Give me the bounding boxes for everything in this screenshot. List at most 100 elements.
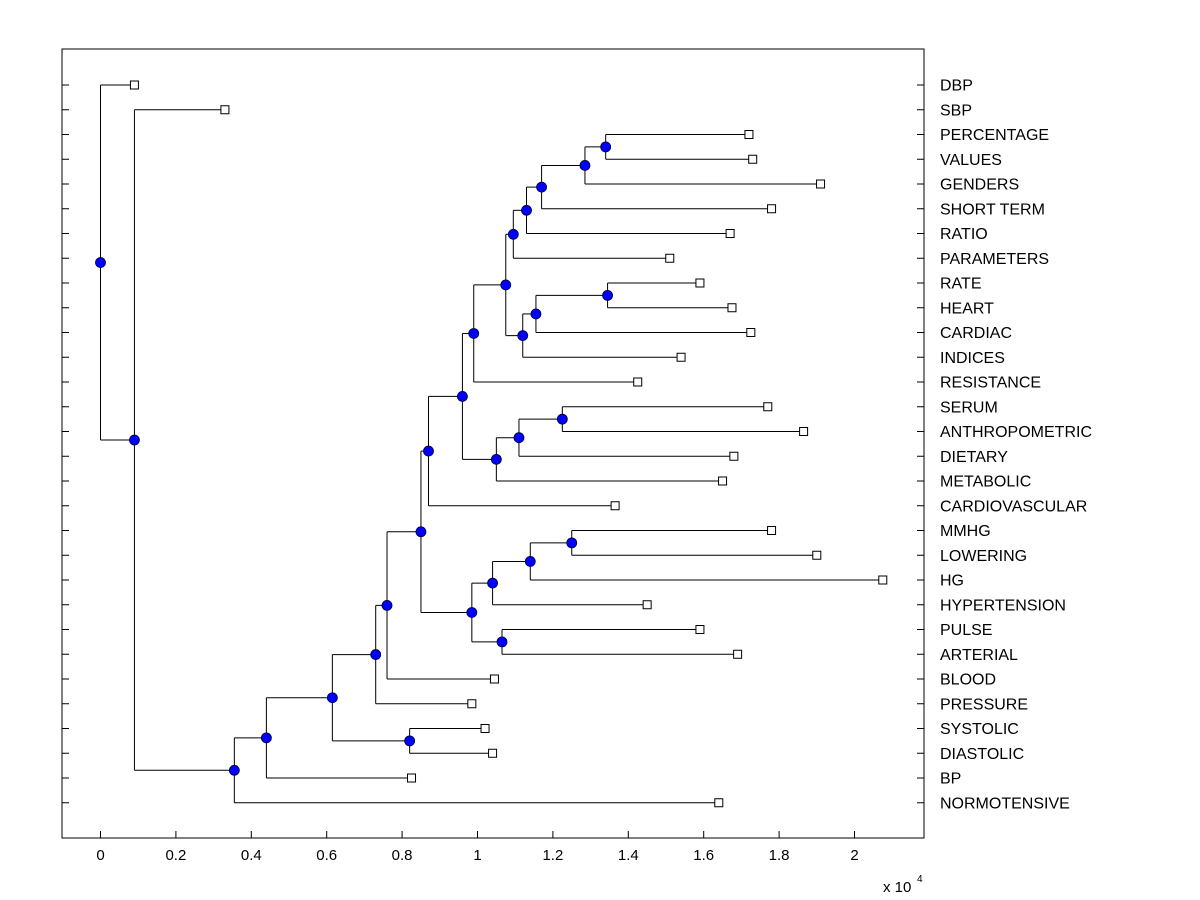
leaf-label: PERCENTAGE — [940, 127, 1049, 144]
leaf-label: HEART — [940, 300, 994, 317]
x-exponent-power: 4 — [917, 874, 923, 885]
leaf-label: HG — [940, 573, 964, 590]
cluster-node-marker — [381, 599, 393, 611]
leaf-marker — [695, 278, 705, 288]
leaf-marker — [489, 674, 499, 684]
cluster-node-marker — [487, 577, 498, 589]
cluster-node-marker — [600, 141, 612, 153]
leaf-marker — [642, 600, 652, 610]
leaf-label: PRESSURE — [940, 696, 1028, 713]
leaf-label: RATE — [940, 276, 981, 293]
x-tick-label: 0.8 — [392, 847, 413, 864]
cluster-node-marker — [536, 181, 547, 193]
leaf-label: INDICES — [940, 350, 1005, 367]
leaf-marker — [729, 451, 739, 461]
leaf-marker — [878, 575, 888, 585]
leaf-marker — [488, 748, 498, 758]
leaf-marker — [733, 649, 743, 659]
x-tick-label: 1.6 — [693, 847, 714, 864]
plot-frame — [61, 48, 925, 839]
leaf-marker — [220, 105, 230, 115]
x-tick-label: 0.6 — [316, 847, 337, 864]
leaf-marker — [767, 204, 777, 214]
leaf-label: SHORT TERM — [940, 201, 1045, 218]
leaf-marker — [129, 80, 139, 90]
cluster-node-marker — [507, 228, 519, 240]
cluster-node-marker — [517, 330, 529, 341]
leaf-marker — [727, 303, 737, 313]
leaf-marker — [610, 501, 620, 511]
leaf-label: HYPERTENSION — [940, 597, 1066, 614]
cluster-node-marker — [468, 328, 480, 339]
cluster-node-marker — [500, 279, 512, 291]
axis-ticks — [62, 84, 924, 838]
cluster-node-marker — [530, 308, 542, 320]
cluster-node-marker — [370, 649, 382, 660]
leaf-label: CARDIAC — [940, 325, 1012, 342]
cluster-node-marker — [556, 413, 568, 425]
leaf-marker — [799, 427, 809, 436]
x-exponent-label: x 10 — [883, 879, 911, 896]
cluster-node-marker — [457, 391, 468, 402]
leaf-label: ARTERIAL — [940, 647, 1018, 664]
leaf-marker — [725, 229, 735, 238]
leaf-marker — [665, 253, 675, 263]
cluster-node-marker — [228, 764, 240, 776]
x-tick-label: 0 — [96, 847, 104, 864]
cluster-node-marker — [521, 204, 532, 216]
leaf-marker — [748, 154, 758, 164]
leaf-label: NORMOTENSIVE — [940, 795, 1070, 812]
leaf-marker — [633, 377, 643, 387]
cluster-node-marker — [490, 453, 502, 465]
leaf-label: RATIO — [940, 226, 988, 243]
leaf-label: CARDIOVASCULAR — [940, 498, 1087, 515]
cluster-node-marker — [466, 607, 478, 618]
leaf-marker — [407, 773, 417, 783]
leaf-marker — [714, 798, 724, 808]
cluster-node-marker — [415, 526, 427, 538]
leaf-label: PULSE — [940, 622, 992, 639]
x-tick-label: 2 — [850, 847, 858, 864]
x-tick-labels: 0 0.2 0.4 0.6 0.8 1 1.2 1.4 1.6 1.8 2 — [96, 847, 858, 864]
leaf-label: DBP — [940, 78, 973, 95]
leaf-labels: DBP SBP PERCENTAGE VALUES GENDERS SHORT TERM R… — [940, 78, 1092, 813]
leaf-label: ANTHROPOMETRIC — [940, 424, 1092, 441]
leaf-label: DIETARY — [940, 449, 1008, 466]
cluster-node-marker — [496, 636, 508, 648]
leaf-label: LOWERING — [940, 548, 1027, 565]
leaf-marker — [718, 476, 728, 486]
x-tick-label: 1.8 — [769, 847, 790, 864]
leaf-marker — [467, 699, 477, 709]
leaf-label: METABOLIC — [940, 474, 1031, 491]
leaf-label: PARAMETERS — [940, 251, 1049, 268]
cluster-node-marker — [524, 556, 536, 567]
leaf-marker — [812, 550, 822, 560]
x-tick-label: 0.4 — [241, 847, 262, 864]
leaf-label: SERUM — [940, 399, 998, 416]
x-tick-label: 1.2 — [542, 847, 563, 864]
leaf-marker — [767, 526, 777, 535]
cluster-node-marker — [602, 289, 613, 301]
leaf-marker — [816, 179, 826, 189]
cluster-node-marker — [423, 445, 434, 457]
cluster-node-marker — [513, 432, 525, 444]
leaf-marker — [763, 402, 773, 412]
leaf-label: GENDERS — [940, 177, 1019, 194]
leaf-marker — [746, 328, 756, 337]
x-tick-label: 1.4 — [618, 847, 639, 864]
cluster-node-marker — [326, 692, 338, 704]
leaf-label: BP — [940, 771, 961, 788]
leaf-label: SBP — [940, 102, 972, 119]
leaf-label: VALUES — [940, 152, 1002, 169]
leaf-label: BLOOD — [940, 672, 996, 689]
leaf-label: RESISTANCE — [940, 375, 1041, 392]
cluster-node-marker — [260, 732, 272, 744]
leaf-label: DIASTOLIC — [940, 746, 1024, 763]
x-tick-label: 1 — [473, 847, 481, 864]
cluster-node-marker — [579, 160, 591, 171]
leaf-label: MMHG — [940, 523, 991, 540]
cluster-node-marker — [129, 434, 140, 446]
x-tick-label: 0.2 — [165, 847, 186, 864]
leaf-label: SYSTOLIC — [940, 721, 1019, 738]
leaf-marker — [480, 724, 490, 733]
